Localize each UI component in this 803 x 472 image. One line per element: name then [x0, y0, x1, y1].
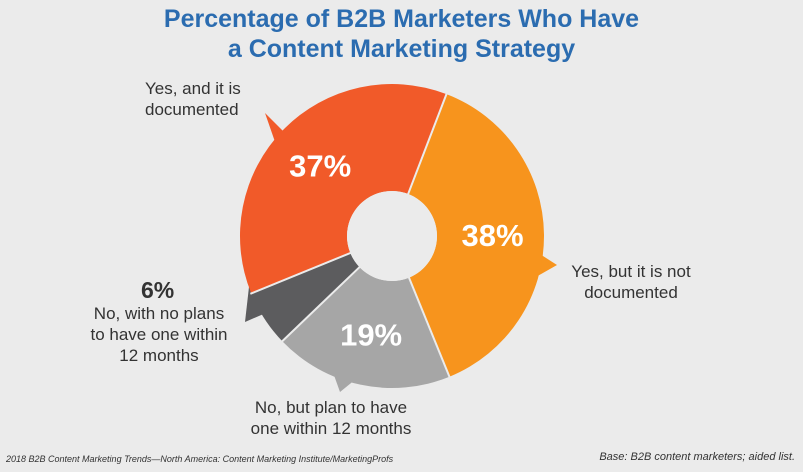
- base-note: Base: B2B content marketers; aided list.: [599, 451, 795, 463]
- label-no-no-plan: No, with no plans to have one within 12 …: [78, 303, 240, 366]
- label-no-no-plan-line-2: to have one within: [90, 325, 228, 344]
- slice-value-yes-documented: 37%: [289, 149, 351, 184]
- label-yes-not-documented-line-2: documented: [584, 283, 678, 302]
- label-yes-documented-line-1: Yes, and it is: [145, 79, 241, 98]
- chart-title-line-1: Percentage of B2B Marketers Who Have: [163, 5, 640, 33]
- label-yes-documented-line-2: documented: [145, 100, 239, 119]
- slice-value-no-plan: 19%: [340, 317, 402, 352]
- source-note: 2018 B2B Content Marketing Trends—North …: [6, 454, 394, 464]
- label-no-plan-line-2: one within 12 months: [250, 419, 412, 438]
- label-no-no-plan-line-1: No, with no plans: [93, 304, 225, 323]
- slice-yes-not-documented: [408, 94, 544, 377]
- slice-divider-2: [407, 276, 451, 379]
- slice-no-no-plan: [251, 253, 360, 342]
- label-yes-documented: Yes, and it is documented: [145, 78, 241, 120]
- donut-hole: [347, 191, 437, 281]
- label-no-no-plan-line-3: 12 months: [119, 346, 199, 365]
- label-yes-not-documented: Yes, but it is not documented: [560, 261, 702, 303]
- slice-divider-4: [249, 251, 352, 295]
- slice-yes-documented: [240, 84, 447, 294]
- chart-title-line-2: a Content Marketing Strategy: [227, 35, 576, 63]
- slice-divider-3: [280, 265, 361, 343]
- slice-no-plan: [282, 267, 450, 388]
- label-yes-not-documented-line-1: Yes, but it is not: [571, 262, 691, 281]
- chart-title: Percentage of B2B Marketers Who Have a C…: [0, 4, 803, 64]
- slice-value-yes-not-documented: 38%: [461, 218, 523, 253]
- slice-divider-1: [406, 92, 448, 196]
- label-no-no-plan-value: 6%: [141, 277, 175, 303]
- label-no-plan-line-1: No, but plan to have: [254, 398, 408, 417]
- label-no-plan: No, but plan to have one within 12 month…: [230, 397, 432, 439]
